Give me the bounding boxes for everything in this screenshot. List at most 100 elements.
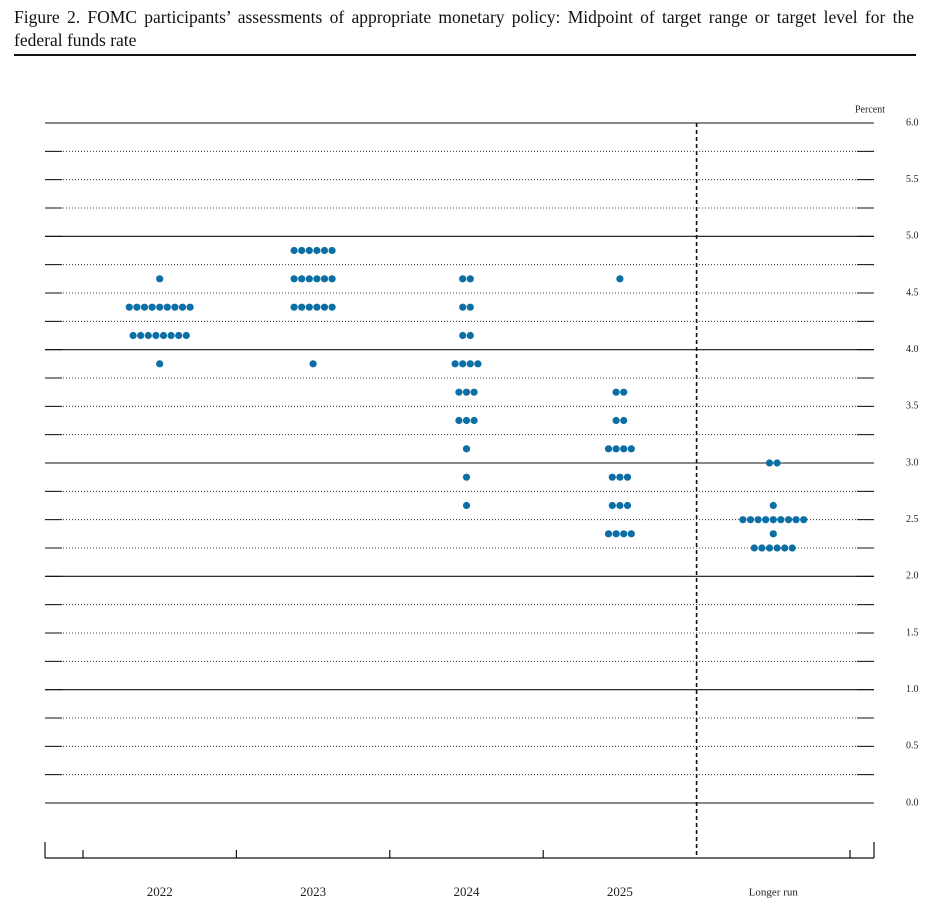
dot: [608, 473, 616, 481]
y-tick-label: 0.0: [906, 797, 919, 808]
dot: [462, 445, 471, 453]
y-tick-label: 5.0: [906, 231, 919, 242]
dot: [470, 416, 478, 425]
dot: [623, 473, 632, 481]
dot: [604, 530, 613, 538]
dot: [620, 416, 628, 425]
dot: [620, 530, 628, 538]
dot: [470, 388, 478, 396]
dot: [125, 303, 133, 311]
dot: [620, 445, 628, 453]
dot: [750, 544, 758, 552]
dot: [462, 501, 471, 510]
x-tick-label: 2023: [300, 884, 326, 899]
dot: [313, 303, 321, 311]
y-tick-label: 6.0: [906, 117, 919, 128]
dot: [163, 303, 171, 311]
dot: [466, 360, 474, 368]
dot: [459, 275, 467, 283]
title-rule: [14, 54, 916, 56]
dot: [182, 331, 190, 340]
dot: [156, 275, 164, 283]
dot: [777, 516, 785, 524]
dot: [604, 445, 613, 453]
dot: [792, 516, 800, 524]
dot: [466, 331, 474, 340]
dot: [773, 544, 781, 552]
dot: [769, 501, 777, 510]
dot: [612, 445, 620, 453]
dot: [290, 246, 298, 255]
dot: [328, 246, 336, 255]
dot: [459, 360, 467, 368]
dot: [616, 473, 624, 481]
dot: [455, 416, 463, 425]
dot: [765, 544, 774, 552]
dot: [462, 416, 471, 425]
dot: [144, 331, 152, 340]
dot: [148, 303, 156, 311]
dot: [290, 275, 298, 283]
dot: [305, 246, 313, 255]
dot: [133, 303, 141, 311]
dot: [298, 275, 306, 283]
dot: [739, 516, 747, 524]
dot: [781, 544, 789, 552]
dot: [305, 303, 313, 311]
dot: [466, 275, 474, 283]
dot: [754, 516, 762, 524]
dot: [129, 331, 137, 340]
dot: [474, 360, 482, 368]
x-tick-label: 2025: [607, 884, 633, 899]
y-tick-label: 4.5: [906, 287, 919, 298]
dot: [462, 473, 471, 481]
y-tick-label: 2.5: [906, 514, 919, 525]
y-tick-label: 1.0: [906, 684, 919, 695]
dot: [159, 331, 168, 340]
dot: [320, 246, 329, 255]
dot: [167, 331, 175, 340]
dot: [612, 388, 620, 396]
y-tick-label: 4.0: [906, 344, 919, 355]
y-axis-label: Percent: [855, 104, 885, 115]
dot: [137, 331, 145, 340]
y-tick-label: 0.5: [906, 741, 919, 752]
dot: [313, 246, 321, 255]
dot: [800, 516, 808, 524]
y-tick-label: 1.5: [906, 627, 919, 638]
dot: [298, 303, 306, 311]
dot: [608, 501, 616, 510]
dot: [769, 516, 777, 524]
y-tick-label: 5.5: [906, 174, 919, 185]
dot: [788, 544, 796, 552]
dot: [627, 530, 635, 538]
dot: [305, 275, 313, 283]
dot: [784, 516, 793, 524]
dot: [762, 516, 770, 524]
dot: [298, 246, 306, 255]
dot: [746, 516, 755, 524]
dot: [612, 416, 620, 425]
dot: [773, 459, 781, 467]
dot: [175, 331, 183, 340]
dot: [758, 544, 766, 552]
dot: [466, 303, 474, 311]
dot: [451, 360, 459, 368]
dot: [328, 275, 336, 283]
y-tick-label: 3.0: [906, 457, 919, 468]
dot: [186, 303, 194, 311]
dot: [152, 331, 160, 340]
y-tick-label: 2.0: [906, 571, 919, 582]
dot: [156, 303, 164, 311]
dot: [140, 303, 149, 311]
x-tick-label: Longer run: [749, 887, 799, 899]
dot: [455, 388, 463, 396]
dot: [320, 275, 329, 283]
dot: [612, 530, 620, 538]
x-tick-label: 2022: [147, 884, 173, 899]
y-tick-label: 3.5: [906, 401, 919, 412]
x-tick-label: 2024: [454, 884, 481, 899]
dot: [328, 303, 336, 311]
